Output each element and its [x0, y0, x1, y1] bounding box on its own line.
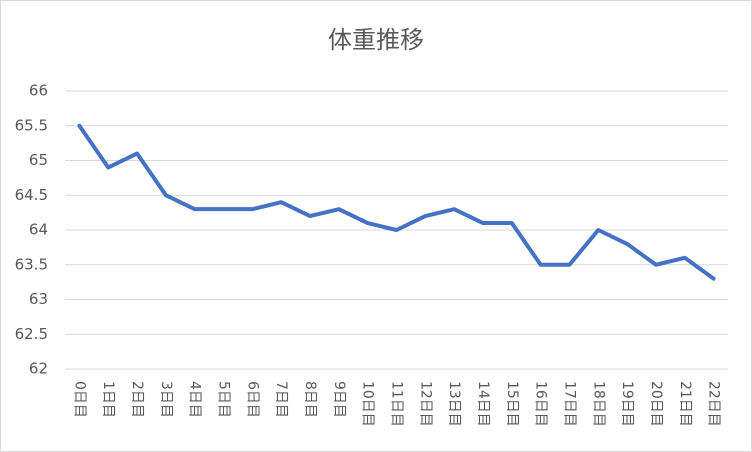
- data-line: [77, 123, 716, 281]
- y-tick-label: 64: [29, 221, 48, 239]
- x-tick-label: 17日目: [561, 381, 577, 427]
- x-tick-label: 12日目: [417, 381, 433, 427]
- x-tick-label: 20日目: [648, 381, 664, 427]
- x-tick-label: 3日目: [158, 381, 174, 418]
- x-tick-label: 21日目: [677, 381, 693, 427]
- x-tick-label: 9日目: [331, 381, 347, 418]
- y-tick-label: 64.5: [15, 186, 48, 204]
- y-tick-label: 65.5: [15, 116, 48, 134]
- x-tick-label: 0日目: [71, 381, 87, 418]
- y-tick-label: 66: [29, 82, 48, 100]
- x-tick-label: 14日目: [475, 381, 491, 427]
- x-tick-label: 19日目: [619, 381, 635, 427]
- x-tick-label: 11日目: [389, 381, 405, 427]
- y-tick-label: 62.5: [15, 325, 48, 343]
- x-tick-label: 5日目: [216, 381, 232, 418]
- y-tick-label: 63.5: [15, 255, 48, 273]
- chart-title: 体重推移: [328, 26, 424, 54]
- x-tick-label: 22日目: [706, 381, 722, 427]
- x-tick-label: 8日目: [302, 381, 318, 418]
- x-tick-label: 16日目: [533, 381, 549, 427]
- x-tick-label: 1日目: [100, 381, 116, 418]
- y-tick-label: 62: [29, 360, 48, 378]
- y-tick-label: 63: [29, 290, 48, 308]
- x-tick-label: 13日目: [446, 381, 462, 427]
- x-tick-label: 15日目: [504, 381, 520, 427]
- x-tick-label: 7日目: [273, 381, 289, 418]
- x-tick-label: 4日目: [187, 381, 203, 418]
- x-tick-label: 6日目: [244, 381, 260, 418]
- y-tick-label: 65: [29, 151, 48, 169]
- x-tick-label: 18日目: [590, 381, 606, 427]
- x-tick-label: 10日目: [360, 381, 376, 427]
- x-tick-label: 2日目: [129, 381, 145, 418]
